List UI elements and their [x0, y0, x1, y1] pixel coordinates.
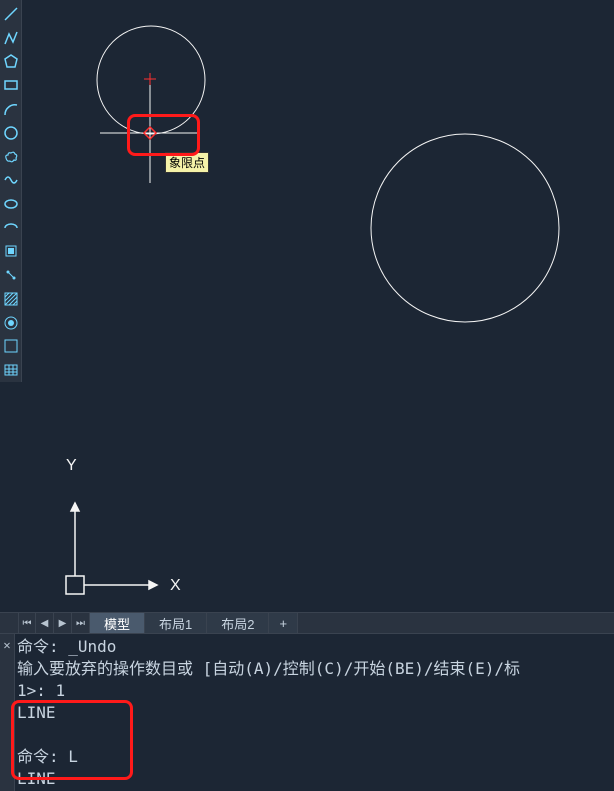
- tab-nav-prev[interactable]: ◀: [36, 613, 54, 633]
- tool-spline[interactable]: [2, 171, 20, 189]
- tool-circle[interactable]: [2, 124, 20, 142]
- canvas-svg: X Y: [22, 0, 614, 612]
- tool-line[interactable]: [2, 5, 20, 23]
- tab-layout1[interactable]: 布局1: [145, 613, 207, 633]
- tab-add[interactable]: +: [269, 613, 298, 633]
- tool-table[interactable]: [2, 361, 20, 379]
- tool-region[interactable]: [2, 338, 20, 356]
- tab-nav-next[interactable]: ▶: [54, 613, 72, 633]
- tool-point[interactable]: [2, 266, 20, 284]
- tool-ellipse[interactable]: [2, 195, 20, 213]
- snap-tooltip-text: 象限点: [169, 156, 205, 170]
- tool-polyline[interactable]: [2, 29, 20, 47]
- tool-rectangle[interactable]: [2, 76, 20, 94]
- tool-gradient[interactable]: [2, 314, 20, 332]
- drawing-canvas[interactable]: X Y 象限点: [22, 0, 614, 612]
- tool-polygon[interactable]: [2, 53, 20, 71]
- tab-model[interactable]: 模型: [90, 613, 145, 633]
- ucs-icon: [66, 503, 157, 594]
- ucs-x-label: X: [170, 577, 181, 594]
- annotation-highlight-command: [11, 700, 133, 780]
- draw-toolbar: [0, 0, 22, 382]
- tab-layout2[interactable]: 布局2: [207, 613, 269, 633]
- layout-tabbar: ⏮ ◀ ▶ ⏭ 模型 布局1 布局2 +: [0, 612, 614, 634]
- tab-nav-last[interactable]: ⏭: [72, 613, 90, 633]
- annotation-highlight-snap: [127, 114, 200, 156]
- tool-block[interactable]: [2, 243, 20, 261]
- tab-nav-first[interactable]: ⏮: [18, 613, 36, 633]
- circle-2: [371, 134, 559, 322]
- ucs-y-label: Y: [66, 457, 77, 474]
- tool-revision-cloud[interactable]: [2, 148, 20, 166]
- tool-ellipse-arc[interactable]: [2, 219, 20, 237]
- tool-hatch[interactable]: [2, 290, 20, 308]
- tool-arc[interactable]: [2, 100, 20, 118]
